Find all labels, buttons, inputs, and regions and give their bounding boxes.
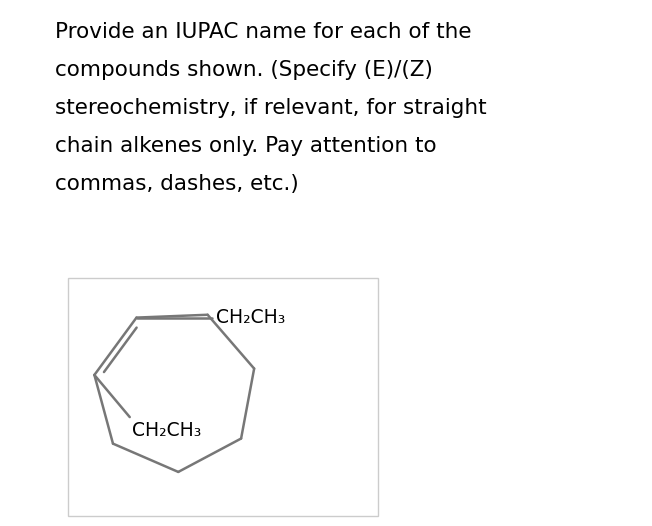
Text: commas, dashes, etc.): commas, dashes, etc.) (55, 174, 299, 194)
Bar (68, 278, 378, 516)
Text: chain alkenes only. Pay attention to: chain alkenes only. Pay attention to (55, 136, 437, 156)
Text: CH₂CH₃: CH₂CH₃ (216, 308, 285, 327)
Text: Provide an IUPAC name for each of the: Provide an IUPAC name for each of the (55, 22, 471, 42)
Text: stereochemistry, if relevant, for straight: stereochemistry, if relevant, for straig… (55, 98, 486, 118)
Text: compounds shown. (Specify (E)/(Z): compounds shown. (Specify (E)/(Z) (55, 60, 433, 80)
Text: CH₂CH₃: CH₂CH₃ (132, 421, 201, 440)
